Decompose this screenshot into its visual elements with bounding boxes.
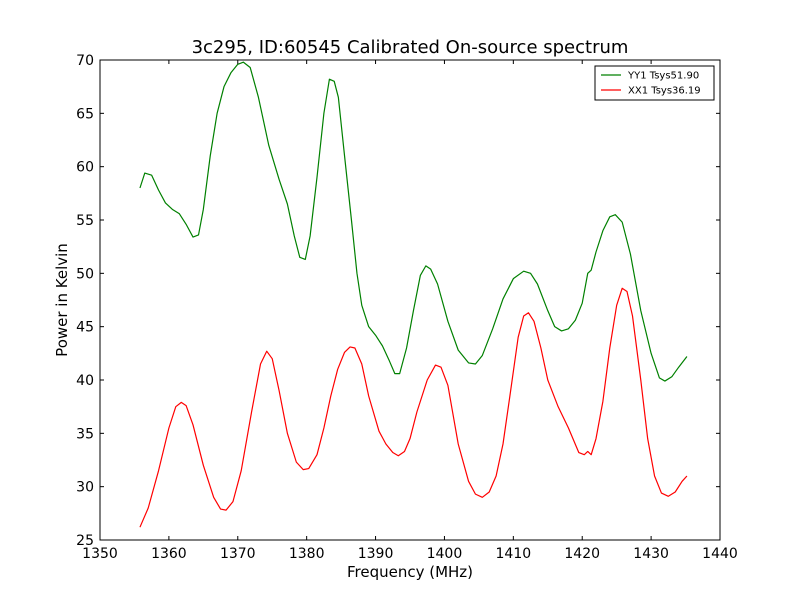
x-tick-label: 1420 (564, 546, 600, 562)
series-layer (139, 61, 688, 528)
y-tick-label: 65 (76, 106, 94, 122)
legend-box (594, 65, 715, 101)
y-tick-label: 70 (76, 53, 94, 69)
y-tick-label: 55 (76, 213, 94, 229)
x-tick-label: 1370 (220, 546, 256, 562)
legend: YY1 Tsys51.90 XX1 Tsys36.19 (594, 65, 715, 101)
y-tick-label: 35 (76, 426, 94, 442)
x-tick-label: 1440 (702, 546, 738, 562)
x-tick-label: 1360 (151, 546, 187, 562)
y-axis-label: Power in Kelvin (53, 243, 71, 357)
chart-title: 3c295, ID:60545 Calibrated On-source spe… (192, 37, 629, 58)
x-tick-label: 1400 (427, 546, 463, 562)
y-tick-label: 25 (76, 533, 94, 549)
plot-area (100, 60, 720, 540)
y-tick-label: 45 (76, 320, 94, 336)
ticks-layer: 1350 1360 1370 1380 1390 1400 1410 1420 1430 1440… (76, 53, 738, 562)
x-tick-label: 1380 (289, 546, 325, 562)
x-axis-label: Frequency (MHz) (347, 563, 473, 581)
legend-label-xx1: XX1 Tsys36.19 (628, 86, 701, 97)
x-tick-label: 1410 (496, 546, 532, 562)
plot-frame (99, 59, 721, 541)
y-tick-label: 60 (76, 160, 94, 176)
y-tick-label: 30 (76, 480, 94, 496)
legend-label-yy1: YY1 Tsys51.90 (627, 71, 699, 82)
x-tick-label: 1350 (82, 546, 118, 562)
x-tick-label: 1390 (358, 546, 394, 562)
y-tick-label: 40 (76, 373, 94, 389)
series-line-yy1 (139, 61, 688, 382)
series-line-xx1 (139, 287, 688, 528)
x-tick-label: 1430 (633, 546, 669, 562)
y-tick-label: 50 (76, 266, 94, 282)
